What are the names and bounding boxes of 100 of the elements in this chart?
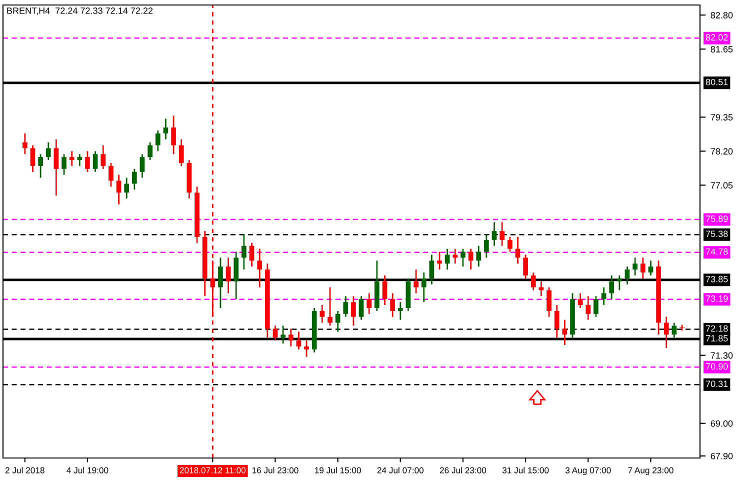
x-tick-label: 4 Jul 19:00 — [66, 467, 108, 474]
candlestick — [421, 272, 426, 303]
candlestick — [382, 274, 388, 306]
x-tick-label: 16 Jul 23:00 — [252, 467, 298, 474]
ref-line-label: 71.85 — [706, 335, 728, 342]
candlestick — [358, 295, 364, 321]
candlestick — [163, 118, 168, 140]
candlestick — [249, 242, 254, 268]
candlestick — [38, 153, 43, 178]
ref-line-label: 72.18 — [706, 325, 728, 332]
candlestick — [328, 286, 332, 326]
candlestick — [398, 301, 403, 321]
candlestick — [226, 256, 231, 294]
candlestick — [343, 295, 348, 318]
candlestick — [242, 233, 246, 270]
candlestick — [210, 260, 216, 318]
candlestick — [624, 266, 630, 286]
candlestick — [116, 174, 122, 206]
candlestick — [390, 292, 395, 318]
candlestick — [304, 340, 309, 358]
y-tick-label: 79.35 — [710, 114, 733, 120]
candlestick — [640, 256, 646, 280]
x-tick-label: 3 Aug 07:00 — [565, 467, 611, 476]
candlestick — [429, 254, 434, 286]
candlestick — [77, 153, 82, 167]
x-tick-label: 24 Jul 07:00 — [377, 467, 424, 474]
candlestick — [257, 248, 262, 288]
candlestick — [437, 251, 442, 270]
candlestick — [351, 295, 356, 326]
candlestick — [132, 168, 137, 190]
candlestick — [476, 245, 482, 268]
y-tick-label: 67.90 — [710, 452, 733, 460]
y-tick-label: 77.05 — [710, 182, 733, 189]
candlestick — [171, 114, 176, 155]
candlestick — [530, 272, 536, 291]
candlestick — [54, 138, 59, 196]
candlestick — [22, 132, 28, 155]
candlestick — [578, 292, 583, 309]
candlestick — [85, 150, 90, 173]
candlestick — [108, 162, 114, 188]
candlestick — [460, 248, 466, 268]
x-tick-label: 7 Aug 23:00 — [628, 467, 674, 476]
y-tick-label: 69.00 — [710, 420, 733, 427]
candlestick — [648, 260, 654, 276]
candlestick — [100, 144, 106, 170]
candlestick — [296, 330, 302, 350]
candlestick — [62, 153, 66, 176]
candlestick — [507, 236, 512, 252]
ref-line-label: 80.51 — [706, 78, 728, 86]
candlestick — [140, 153, 145, 178]
y-tick-label: 81.65 — [710, 46, 733, 52]
candlestick — [594, 295, 598, 318]
candlestick — [617, 274, 622, 291]
ref-line-label: 73.85 — [706, 276, 728, 282]
candlestick — [272, 325, 278, 342]
candlestick — [288, 328, 294, 348]
y-tick-label: 71.30 — [710, 352, 733, 359]
candlestick — [46, 142, 51, 161]
candlestick — [155, 130, 160, 152]
candlestick — [523, 254, 528, 280]
candlestick — [586, 295, 591, 321]
x-tick-label: 2 Jul 2018 — [5, 467, 44, 474]
candlestick — [554, 304, 560, 338]
y-tick-label: 82.80 — [710, 12, 733, 18]
x-tick-label: 31 Jul 15:00 — [502, 467, 549, 474]
candlestick — [500, 221, 505, 247]
candlestick — [632, 256, 638, 276]
ref-line-label: 82.02 — [706, 34, 728, 41]
x-tick-label: 19 Jul 15:00 — [315, 467, 361, 474]
candlestick — [335, 310, 340, 332]
candlestick — [69, 150, 74, 167]
candlestick — [234, 251, 239, 300]
candlestick — [672, 322, 677, 338]
candlestick — [452, 248, 458, 264]
candlestick — [444, 248, 450, 270]
candlestick — [484, 233, 489, 258]
candlestick — [546, 286, 552, 318]
ref-line-label: 70.31 — [706, 380, 728, 388]
candlestick — [280, 325, 286, 344]
candlestick — [562, 319, 568, 346]
candlestick — [366, 292, 372, 315]
candlestick — [218, 256, 223, 309]
candlestick — [124, 177, 130, 200]
ref-line-label: 73.19 — [706, 295, 728, 302]
candlestick — [148, 142, 152, 161]
candlestick — [320, 304, 325, 324]
candlestick — [664, 316, 669, 349]
candlestick — [414, 268, 418, 294]
x-tick-label: 26 Jul 23:00 — [440, 467, 486, 474]
candlestick — [178, 138, 184, 167]
candlestick — [30, 144, 36, 173]
chart-title: BRENT,H4 72.24 72.33 72.14 72.22 — [7, 8, 153, 15]
ref-line-label: 74.78 — [706, 248, 728, 255]
candlestick — [609, 274, 614, 300]
y-tick-label: 78.20 — [710, 148, 733, 155]
ref-line-label: 75.38 — [706, 230, 728, 238]
candlestick — [92, 150, 98, 173]
ref-line-label: 75.89 — [706, 216, 728, 222]
candlestick — [601, 286, 606, 306]
ref-line-label: 70.90 — [706, 363, 728, 370]
